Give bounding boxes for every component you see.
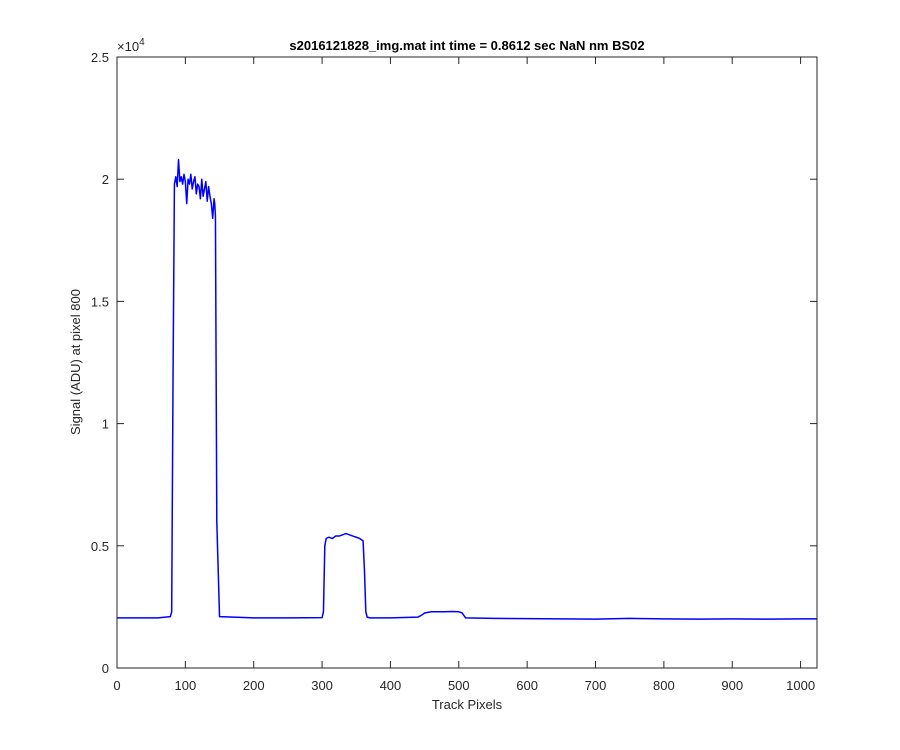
x-tick-label: 700: [585, 678, 607, 693]
y-axis-ticks: 0 0.5 1 1.5 2 2.5: [91, 50, 817, 676]
x-tick-label: 1000: [786, 678, 815, 693]
y-tick-label: 2.5: [91, 50, 109, 65]
series-line-0: [117, 158, 817, 620]
axes-box: [116, 56, 818, 669]
x-axis-ticks: 0 100 200 300 400 500 600 700 800 900 1000: [113, 57, 815, 693]
x-tick-label: 500: [448, 678, 470, 693]
y-exponent-power: 4: [139, 37, 145, 48]
x-tick-label: 0: [113, 678, 120, 693]
y-exponent-base: ×10: [117, 39, 139, 54]
y-exponent-label: ×104: [117, 37, 145, 54]
y-tick-label: 0: [102, 661, 109, 676]
x-axis-label: Track Pixels: [432, 697, 503, 712]
x-tick-label: 100: [175, 678, 197, 693]
x-tick-label: 900: [721, 678, 743, 693]
chart-title: s2016121828_img.mat int time = 0.8612 se…: [289, 38, 644, 53]
x-tick-label: 300: [311, 678, 333, 693]
x-tick-label: 200: [243, 678, 265, 693]
y-tick-label: 0.5: [91, 539, 109, 554]
y-tick-label: 1: [102, 417, 109, 432]
data-layer: [117, 158, 817, 620]
y-axis-label: Signal (ADU) at pixel 800: [68, 289, 83, 435]
x-tick-label: 600: [516, 678, 538, 693]
x-tick-label: 400: [380, 678, 402, 693]
y-tick-label: 2: [102, 172, 109, 187]
y-tick-label: 1.5: [91, 294, 109, 309]
x-tick-label: 800: [653, 678, 675, 693]
plot-area: [117, 57, 817, 668]
